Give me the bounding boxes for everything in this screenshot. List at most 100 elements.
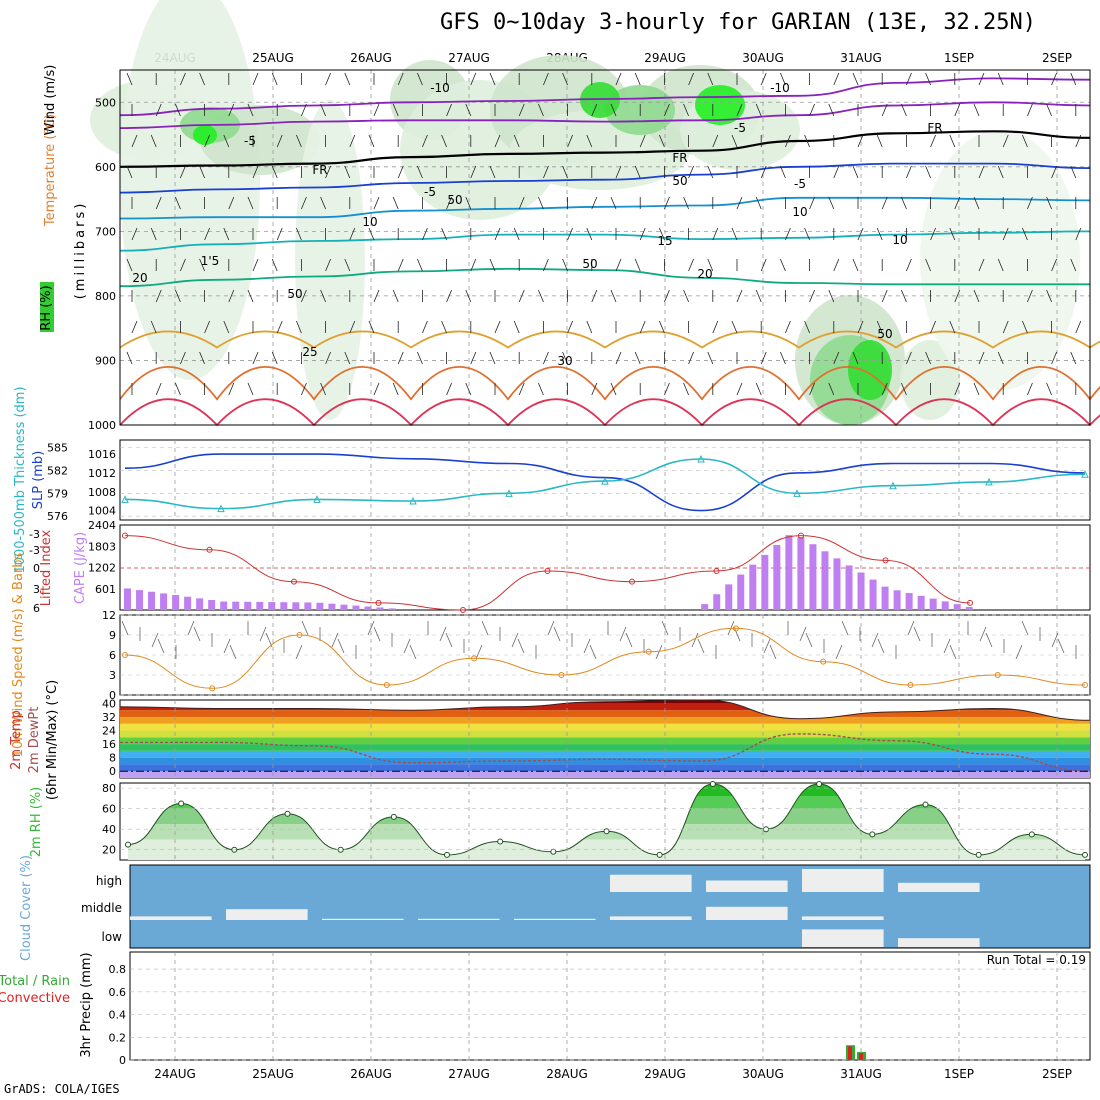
wind-barb [1022,227,1028,241]
wind-barb [441,134,447,148]
wind-barb [247,196,254,210]
wind-barb [445,632,453,648]
wind-barb [543,351,549,365]
wind-barb [586,227,593,241]
cape-bar [316,602,324,610]
wind-barb [835,644,843,660]
wind-barb [175,382,181,396]
cloud-bar-high [802,869,884,892]
wind-barb [1070,258,1077,272]
y-tick-label: 600 [95,161,116,174]
wind-barb [925,72,931,86]
cape-bar [857,572,865,610]
wind-barb [373,196,380,210]
rh-shading [848,340,892,400]
wind-barb [229,644,237,660]
wind-barb [131,320,138,334]
series-wind-speed [124,627,1086,689]
wind-barb [518,289,525,303]
wind-barb [126,165,133,179]
wind-barb [193,626,201,642]
bottom-day-label: 31AUG [840,1067,882,1081]
wind-barb [683,103,689,117]
wind-barb [591,103,598,117]
wind-barb [997,351,1004,365]
ylabel-2m-temp: 2m Temp [9,710,24,770]
cloud-bar-middle [322,918,404,920]
wind-barb [320,103,326,117]
contour-label: 10 [362,215,377,229]
y-tick-label: 1008 [88,486,116,499]
wind-barb [223,638,231,654]
wind-barb [733,626,741,642]
wind-barb [187,620,195,636]
wind-barb [562,72,568,86]
wind-barb [538,196,544,210]
wind-barb [367,620,375,636]
wind-barb [780,258,786,272]
ylabel-slp: SLP (mb) [31,451,46,510]
temp-band [120,716,1090,724]
wind-barb [513,134,520,148]
contour-label: -5 [734,121,746,135]
wind-barb [199,165,205,179]
run-total-label: Run Total = 0.19 [987,953,1086,967]
cape-bar [352,605,360,610]
wind-barb [755,196,762,210]
wind-barb [325,351,331,365]
wind-barb [655,644,663,660]
wind-barb [591,289,598,303]
wind-barb [247,289,254,303]
contour-label: 20 [697,267,712,281]
wind-barb [785,134,791,148]
contour-label: 20 [132,271,147,285]
ylabel-temperature: Temperature (°C) [43,114,58,227]
ylabel-rh: RH (%) [39,285,54,330]
wind-barb [1021,620,1029,636]
wind-barb [1051,258,1057,272]
li-point [206,546,213,553]
wind-barb [852,258,859,272]
wind-barb [1046,196,1052,210]
cape-bar [701,604,709,610]
wind-barb [1002,227,1009,241]
y-tick-label: 576 [47,510,68,523]
wind-point [383,682,390,688]
wind-barb [126,72,133,86]
contour-label: FR [312,163,327,177]
thickness-point [793,489,801,497]
wind-barb [634,165,641,179]
wind-barb [373,289,380,303]
wind-barb [296,320,302,334]
wind-barb [409,644,417,660]
wind-barb [1075,320,1082,334]
wind-barb [397,351,404,365]
wind-barb [760,165,767,179]
wind-barb [659,227,665,241]
y-tick-label: 585 [47,442,68,455]
wind-barb [470,351,477,365]
wind-point [471,655,478,662]
bottom-day-label: 27AUG [448,1067,490,1081]
wind-barb [562,165,568,179]
wind-barb [1002,320,1009,334]
wind-barb [1027,382,1033,396]
temp-band [120,737,1090,745]
wind-barb [296,227,302,241]
wind-barb [949,227,956,241]
rh-point [816,781,823,788]
wind-barb [446,289,452,303]
wind-barb [769,644,777,660]
wind-barb [925,258,931,272]
wind-barb [538,289,544,303]
rh-shading [580,82,620,118]
y-tick-label: 0 [109,765,116,778]
cloud-bar-middle [514,918,596,920]
wind-barb [259,626,267,642]
cape-bar [725,584,733,610]
ylabel-lifted-index: Lifted Index [39,529,54,606]
wind-barb [180,258,186,272]
wind-barb [805,632,813,648]
bottom-day-label: 26AUG [350,1067,392,1081]
wind-barb [881,103,888,117]
